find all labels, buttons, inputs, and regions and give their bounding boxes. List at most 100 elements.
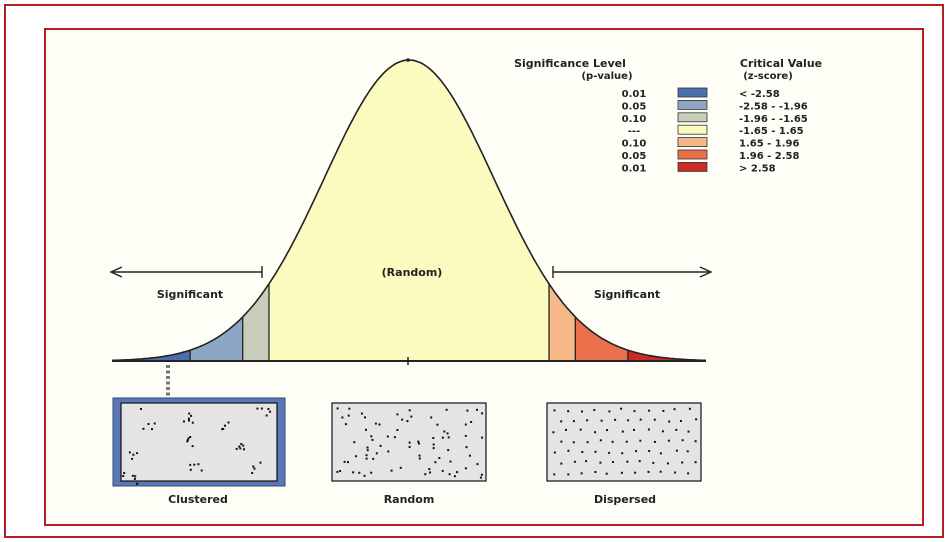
point: [580, 472, 583, 475]
point: [659, 452, 662, 455]
point: [256, 407, 259, 410]
point: [253, 467, 256, 470]
point: [626, 460, 629, 463]
point: [188, 412, 191, 415]
point: [432, 443, 435, 446]
point: [441, 436, 444, 439]
point: [189, 468, 192, 471]
point: [336, 407, 339, 410]
point: [634, 471, 637, 474]
point: [573, 460, 576, 463]
point: [553, 451, 556, 454]
point: [438, 457, 441, 459]
point: [365, 454, 368, 457]
point: [265, 414, 268, 417]
legend-pvalue: 0.05: [622, 101, 647, 112]
dispersed-panel: [546, 402, 702, 482]
point: [581, 451, 584, 453]
point: [653, 440, 656, 443]
left-significant-label: Significant: [157, 288, 223, 301]
point: [353, 441, 356, 444]
point: [638, 460, 641, 463]
point: [674, 471, 677, 474]
point: [399, 466, 402, 469]
peak-marker: [406, 58, 410, 62]
point: [222, 427, 225, 430]
point: [227, 421, 230, 424]
legend: Significance Level (p-value) Critical Va…: [514, 57, 822, 174]
point: [259, 461, 262, 464]
point: [365, 457, 368, 460]
legend-row: 0.10 -1.96 - -1.65: [622, 112, 808, 125]
point: [447, 449, 450, 452]
point: [553, 473, 556, 476]
clustered-points: [122, 407, 271, 485]
point: [694, 461, 697, 464]
pattern-random: Random: [331, 402, 487, 506]
point: [599, 439, 602, 442]
point: [235, 447, 238, 450]
point: [481, 412, 484, 415]
point: [611, 440, 614, 443]
point: [418, 442, 420, 445]
point: [572, 420, 575, 423]
point: [432, 447, 435, 450]
legend-swatch: [677, 161, 708, 172]
point: [585, 460, 588, 463]
point: [378, 423, 381, 426]
point: [448, 473, 451, 476]
point: [648, 450, 651, 452]
point: [370, 435, 373, 438]
point: [429, 471, 431, 474]
point: [639, 439, 642, 442]
legend-row: 0.01 > 2.58: [622, 161, 776, 174]
point: [675, 449, 678, 452]
point: [661, 430, 664, 433]
legend-zscore: > 2.58: [739, 163, 776, 174]
point: [611, 461, 614, 463]
point: [608, 451, 611, 454]
point: [681, 461, 684, 464]
point: [366, 446, 369, 449]
point: [430, 416, 433, 419]
point: [465, 446, 468, 449]
point: [653, 418, 656, 421]
point: [456, 471, 459, 474]
point: [348, 407, 351, 410]
point: [446, 432, 449, 435]
point: [666, 462, 669, 465]
point: [594, 450, 597, 453]
point: [695, 418, 698, 421]
point: [364, 416, 366, 419]
point: [365, 428, 367, 431]
point: [355, 455, 358, 458]
legend-zscore: -2.58 - -1.96: [739, 101, 808, 112]
point: [434, 461, 437, 464]
point: [620, 407, 623, 410]
point: [432, 437, 435, 439]
point: [188, 419, 190, 422]
point: [390, 469, 393, 472]
point: [648, 409, 651, 412]
point: [343, 460, 346, 463]
point: [132, 453, 135, 456]
point: [131, 457, 134, 460]
point: [667, 439, 670, 442]
clustered-panel: [120, 402, 278, 482]
point: [600, 419, 603, 422]
point: [360, 412, 363, 415]
legend-pvalue-subtitle: (p-value): [581, 71, 632, 82]
point: [260, 407, 263, 410]
point: [189, 463, 192, 466]
legend-row: 0.05 -2.58 - -1.96: [622, 100, 808, 112]
point: [190, 414, 193, 417]
point: [406, 420, 409, 423]
point: [347, 414, 350, 417]
point: [375, 452, 378, 455]
point: [560, 440, 563, 443]
point: [594, 431, 597, 434]
point: [186, 440, 189, 443]
region-p01-high: [627, 350, 706, 361]
point: [579, 428, 582, 431]
point: [363, 474, 366, 477]
